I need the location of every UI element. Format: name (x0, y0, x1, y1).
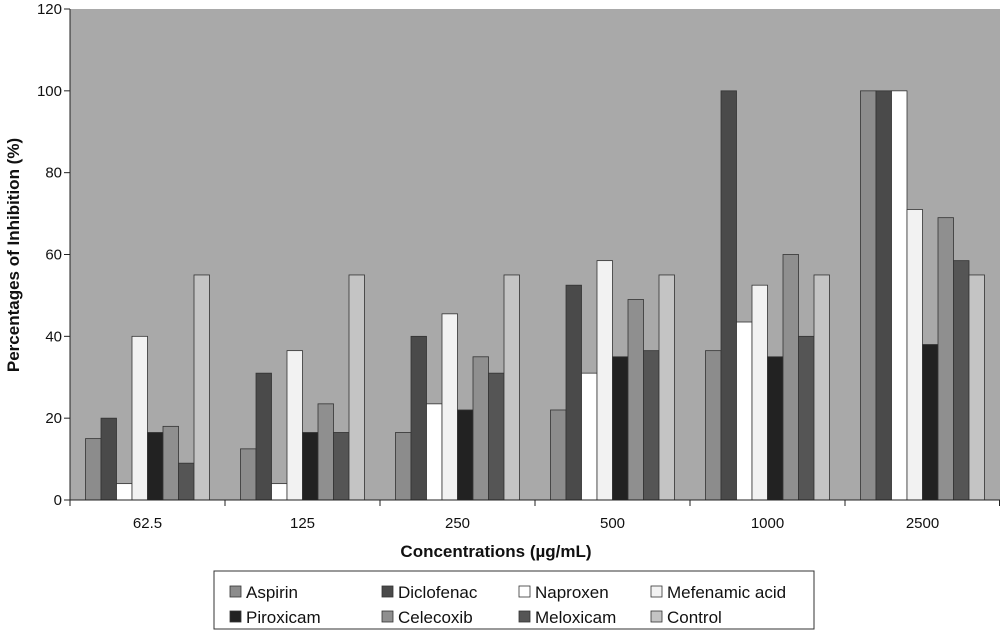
legend-label: Control (667, 608, 722, 627)
bar-naproxen (426, 403, 443, 501)
bar-naproxen (581, 372, 598, 501)
bar-meloxicam (178, 462, 195, 501)
bar-celecoxib (782, 254, 799, 501)
bar-control (813, 274, 830, 501)
x-tick-label: 250 (445, 515, 470, 532)
legend-swatch (381, 585, 394, 598)
legend-label: Aspirin (246, 583, 298, 602)
bar-celecoxib (627, 299, 644, 501)
bar-control (968, 274, 985, 501)
y-tick-label: 20 (45, 410, 62, 427)
bar-diclofenac (720, 90, 737, 501)
bar-control (193, 274, 210, 501)
bar-meloxicam (798, 335, 815, 501)
legend-label: Diclofenac (398, 583, 478, 602)
y-tick-label: 40 (45, 328, 62, 345)
y-tick-label: 60 (45, 247, 62, 264)
x-tick-label: 1000 (751, 515, 784, 532)
bar-aspirin (550, 409, 567, 501)
bar-meloxicam (953, 260, 970, 501)
bar-control (658, 274, 675, 501)
legend-swatch (650, 585, 663, 598)
legend-swatch (518, 610, 531, 623)
bar-aspirin (860, 90, 877, 501)
bar-diclofenac (255, 372, 272, 501)
x-tick-label: 2500 (906, 515, 939, 532)
bar-piroxicam (147, 432, 164, 501)
y-axis-title: Percentages of Inhibition (%) (4, 138, 23, 372)
bar-naproxen (116, 483, 133, 501)
bar-meloxicam (333, 432, 350, 501)
bar-diclofenac (565, 284, 582, 501)
bar-diclofenac (100, 417, 117, 501)
plot-background (70, 9, 1000, 500)
bar-celecoxib (472, 356, 489, 501)
bar-aspirin (705, 350, 722, 501)
bar-mefenamic-acid (286, 350, 303, 501)
bar-meloxicam (488, 372, 505, 501)
legend: Aspirin Diclofenac Naproxen Mefenamic acid P… (213, 570, 815, 630)
legend-swatch (229, 610, 242, 623)
bar-mefenamic-acid (751, 284, 768, 501)
bar-naproxen (271, 483, 288, 501)
x-tick-label: 500 (600, 515, 625, 532)
bar-celecoxib (162, 425, 179, 501)
bar-aspirin (240, 448, 257, 501)
bar-naproxen (891, 90, 908, 501)
y-tick-label: 80 (45, 165, 62, 182)
x-axis-title: Concentrations (µg/mL) (400, 542, 591, 561)
bar-piroxicam (612, 356, 629, 501)
bar-control (503, 274, 520, 501)
bar-piroxicam (302, 432, 319, 501)
legend-swatch (229, 585, 242, 598)
bar-celecoxib (317, 403, 334, 501)
y-tick-label: 100 (37, 83, 62, 100)
legend-label: Naproxen (535, 583, 609, 602)
legend-label: Celecoxib (398, 608, 473, 627)
plot-area: 0 20 40 60 80 100 120 62.5 125 250 500 1000 2500 (37, 1, 1000, 532)
legend-box (213, 570, 815, 630)
bar-control (348, 274, 365, 501)
bar-piroxicam (922, 344, 939, 501)
bar-meloxicam (643, 350, 660, 501)
y-tick-label: 0 (54, 492, 62, 509)
y-tick-label: 120 (37, 1, 62, 18)
legend-label: Piroxicam (246, 608, 321, 627)
bar-naproxen (736, 321, 753, 501)
legend-swatch (518, 585, 531, 598)
bar-aspirin (395, 432, 412, 501)
legend-label: Mefenamic acid (667, 583, 786, 602)
bar-diclofenac (875, 90, 892, 501)
legend-swatch (381, 610, 394, 623)
bar-mefenamic-acid (131, 335, 148, 501)
bar-mefenamic-acid (906, 209, 923, 501)
bar-diclofenac (410, 335, 427, 501)
legend-swatch (650, 610, 663, 623)
bar-piroxicam (457, 409, 474, 501)
bar-aspirin (85, 438, 102, 501)
x-tick-label: 62.5 (133, 515, 162, 532)
bar-piroxicam (767, 356, 784, 501)
bar-mefenamic-acid (441, 313, 458, 501)
bar-mefenamic-acid (596, 260, 613, 501)
legend-label: Meloxicam (535, 608, 616, 627)
bar-celecoxib (937, 217, 954, 501)
x-tick-label: 125 (290, 515, 315, 532)
